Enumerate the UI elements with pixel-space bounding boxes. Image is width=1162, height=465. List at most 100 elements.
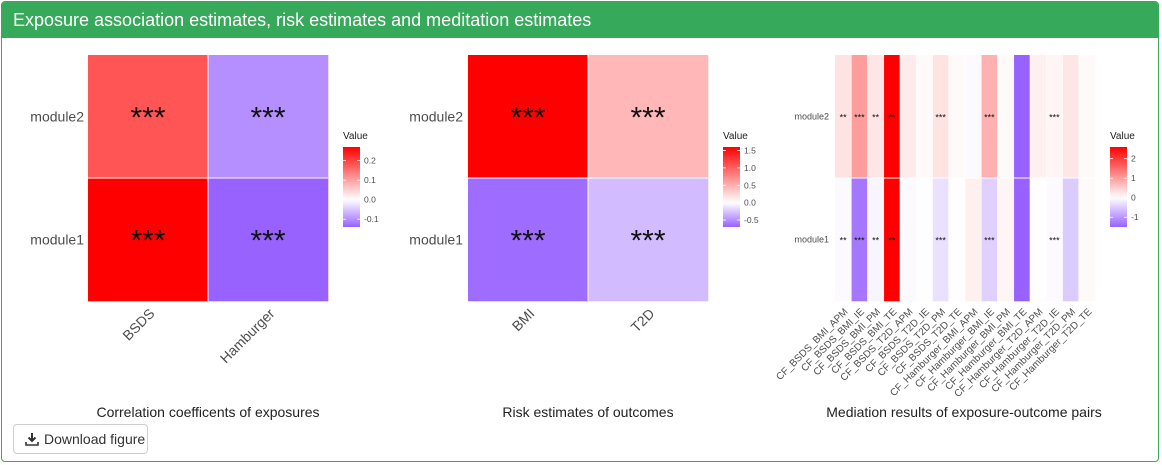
legend-tick-label: 1.0: [744, 163, 756, 173]
heatmap-3: ** *** ** ** *** *** ***** *** ** ** *** *** ***modu…: [774, 55, 1139, 420]
y-tick-label: module2: [794, 112, 829, 122]
heatmap-1: *** *** *** *** module1 module2 BSDS Hamburger V…: [30, 55, 379, 420]
heatmap-cell: [900, 55, 917, 179]
heatmap-cell: [1030, 55, 1047, 179]
heatmap-cell: [948, 55, 966, 179]
significance-label: ***: [984, 113, 995, 123]
significance-label: ***: [1049, 236, 1060, 246]
legend-tick-label: 0.0: [364, 195, 376, 205]
significance-label: **: [872, 236, 880, 246]
heatmap-cell: [1013, 178, 1031, 302]
significance-label: ***: [984, 236, 995, 246]
heatmap-cell: [1062, 55, 1080, 179]
heatmap-cell: [88, 178, 209, 302]
legend-colorbar: [723, 147, 740, 227]
heatmap-cell: [1062, 178, 1080, 302]
x-tick-label: T2D: [628, 305, 658, 335]
legend-tick-label: -0.5: [744, 215, 759, 225]
significance-label: ***: [935, 113, 946, 123]
significance-label: ***: [854, 113, 865, 123]
significance-label: ***: [630, 225, 665, 258]
heatmap-cell: [588, 178, 709, 302]
heatmap-cell: [208, 55, 329, 179]
y-tick-label: module2: [30, 108, 84, 124]
significance-label: **: [888, 236, 896, 246]
significance-label: ***: [1049, 113, 1060, 123]
heatmap-cell: [997, 178, 1015, 302]
heatmap-cell: [916, 178, 933, 302]
color-legend: Value 2 1 0 -1: [1110, 131, 1139, 227]
y-tick-label: module1: [409, 231, 463, 247]
heatmap-cell: [835, 55, 852, 179]
heatmap-cell: [588, 55, 709, 179]
heatmap-cell: [1046, 55, 1063, 179]
heatmap-cell: [88, 55, 209, 179]
heatmap-cell: [997, 55, 1015, 179]
heatmap-2: *** *** *** *** module1 module2 BMI T2D Value 1.5…: [409, 55, 759, 420]
color-legend: Value 1.5 1.0 0.5 0.0 -0.5: [723, 131, 759, 227]
heatmap-cell: [981, 55, 998, 179]
heatmap-cell: [851, 55, 868, 179]
download-figure-button[interactable]: Download figure: [13, 424, 148, 454]
heatmap-cell: [1078, 178, 1096, 302]
x-tick-label: BMI: [509, 305, 538, 334]
y-tick-label: module1: [794, 235, 829, 245]
significance-label: ***: [510, 225, 545, 258]
significance-label: **: [872, 113, 880, 123]
legend-colorbar: [343, 147, 360, 227]
legend-tick-label: 0.5: [744, 180, 756, 190]
legend-tick-label: 0.2: [364, 156, 376, 166]
heatmap-cell: [867, 55, 885, 179]
legend-title: Value: [1110, 131, 1135, 142]
chart-caption: Mediation results of exposure-outcome pa…: [826, 404, 1101, 420]
y-tick-label: module2: [409, 108, 463, 124]
legend-tick-label: 0.1: [364, 175, 376, 185]
heatmap-cell: [835, 178, 852, 302]
heatmap-cell: [965, 55, 982, 179]
heatmap-cell: [932, 178, 950, 302]
heatmap-cell: [851, 178, 868, 302]
significance-label: ***: [250, 102, 285, 135]
heatmap-cell: [883, 178, 901, 302]
heatmap-cell: [965, 178, 982, 302]
legend-tick-label: 0.0: [744, 198, 756, 208]
heatmap-cell: [1046, 178, 1063, 302]
heatmap-cell: [1013, 55, 1031, 179]
legend-title: Value: [343, 131, 368, 142]
significance-label: ***: [935, 236, 946, 246]
x-tick-label: BSDS: [119, 305, 157, 343]
chart-caption: Correlation coefficents of exposures: [96, 404, 319, 420]
heatmap-cell: [208, 178, 329, 302]
legend-tick-label: 0: [1131, 193, 1136, 203]
significance-label: ***: [630, 102, 665, 135]
significance-label: ***: [854, 236, 865, 246]
legend-tick-label: 1: [1131, 173, 1136, 183]
legend-colorbar: [1110, 147, 1127, 227]
significance-label: ***: [510, 102, 545, 135]
significance-label: **: [888, 113, 896, 123]
significance-label: ***: [130, 225, 165, 258]
heatmap-cell: [883, 55, 901, 179]
significance-label: **: [840, 113, 848, 123]
heatmap-cell: [916, 55, 933, 179]
chart-caption: Risk estimates of outcomes: [502, 404, 673, 420]
heatmap-cell: [1078, 55, 1096, 179]
heatmap-cell: [948, 178, 966, 302]
significance-label: **: [840, 236, 848, 246]
significance-label: ***: [130, 102, 165, 135]
heatmap-cell: [468, 55, 589, 179]
color-legend: Value 0.2 0.1 0.0 -0.1: [343, 131, 379, 227]
heatmap-cell: [867, 178, 885, 302]
heatmap-cell: [468, 178, 589, 302]
legend-tick-label: 1.5: [744, 145, 756, 155]
significance-label: ***: [250, 225, 285, 258]
heatmap-cell: [932, 55, 950, 179]
heatmap-cell: [981, 178, 998, 302]
legend-tick-label: -0.1: [364, 214, 379, 224]
y-tick-label: module1: [30, 231, 84, 247]
legend-tick-label: -1: [1131, 212, 1139, 222]
x-tick-label: Hamburger: [217, 305, 278, 366]
legend-tick-label: 2: [1131, 154, 1136, 164]
